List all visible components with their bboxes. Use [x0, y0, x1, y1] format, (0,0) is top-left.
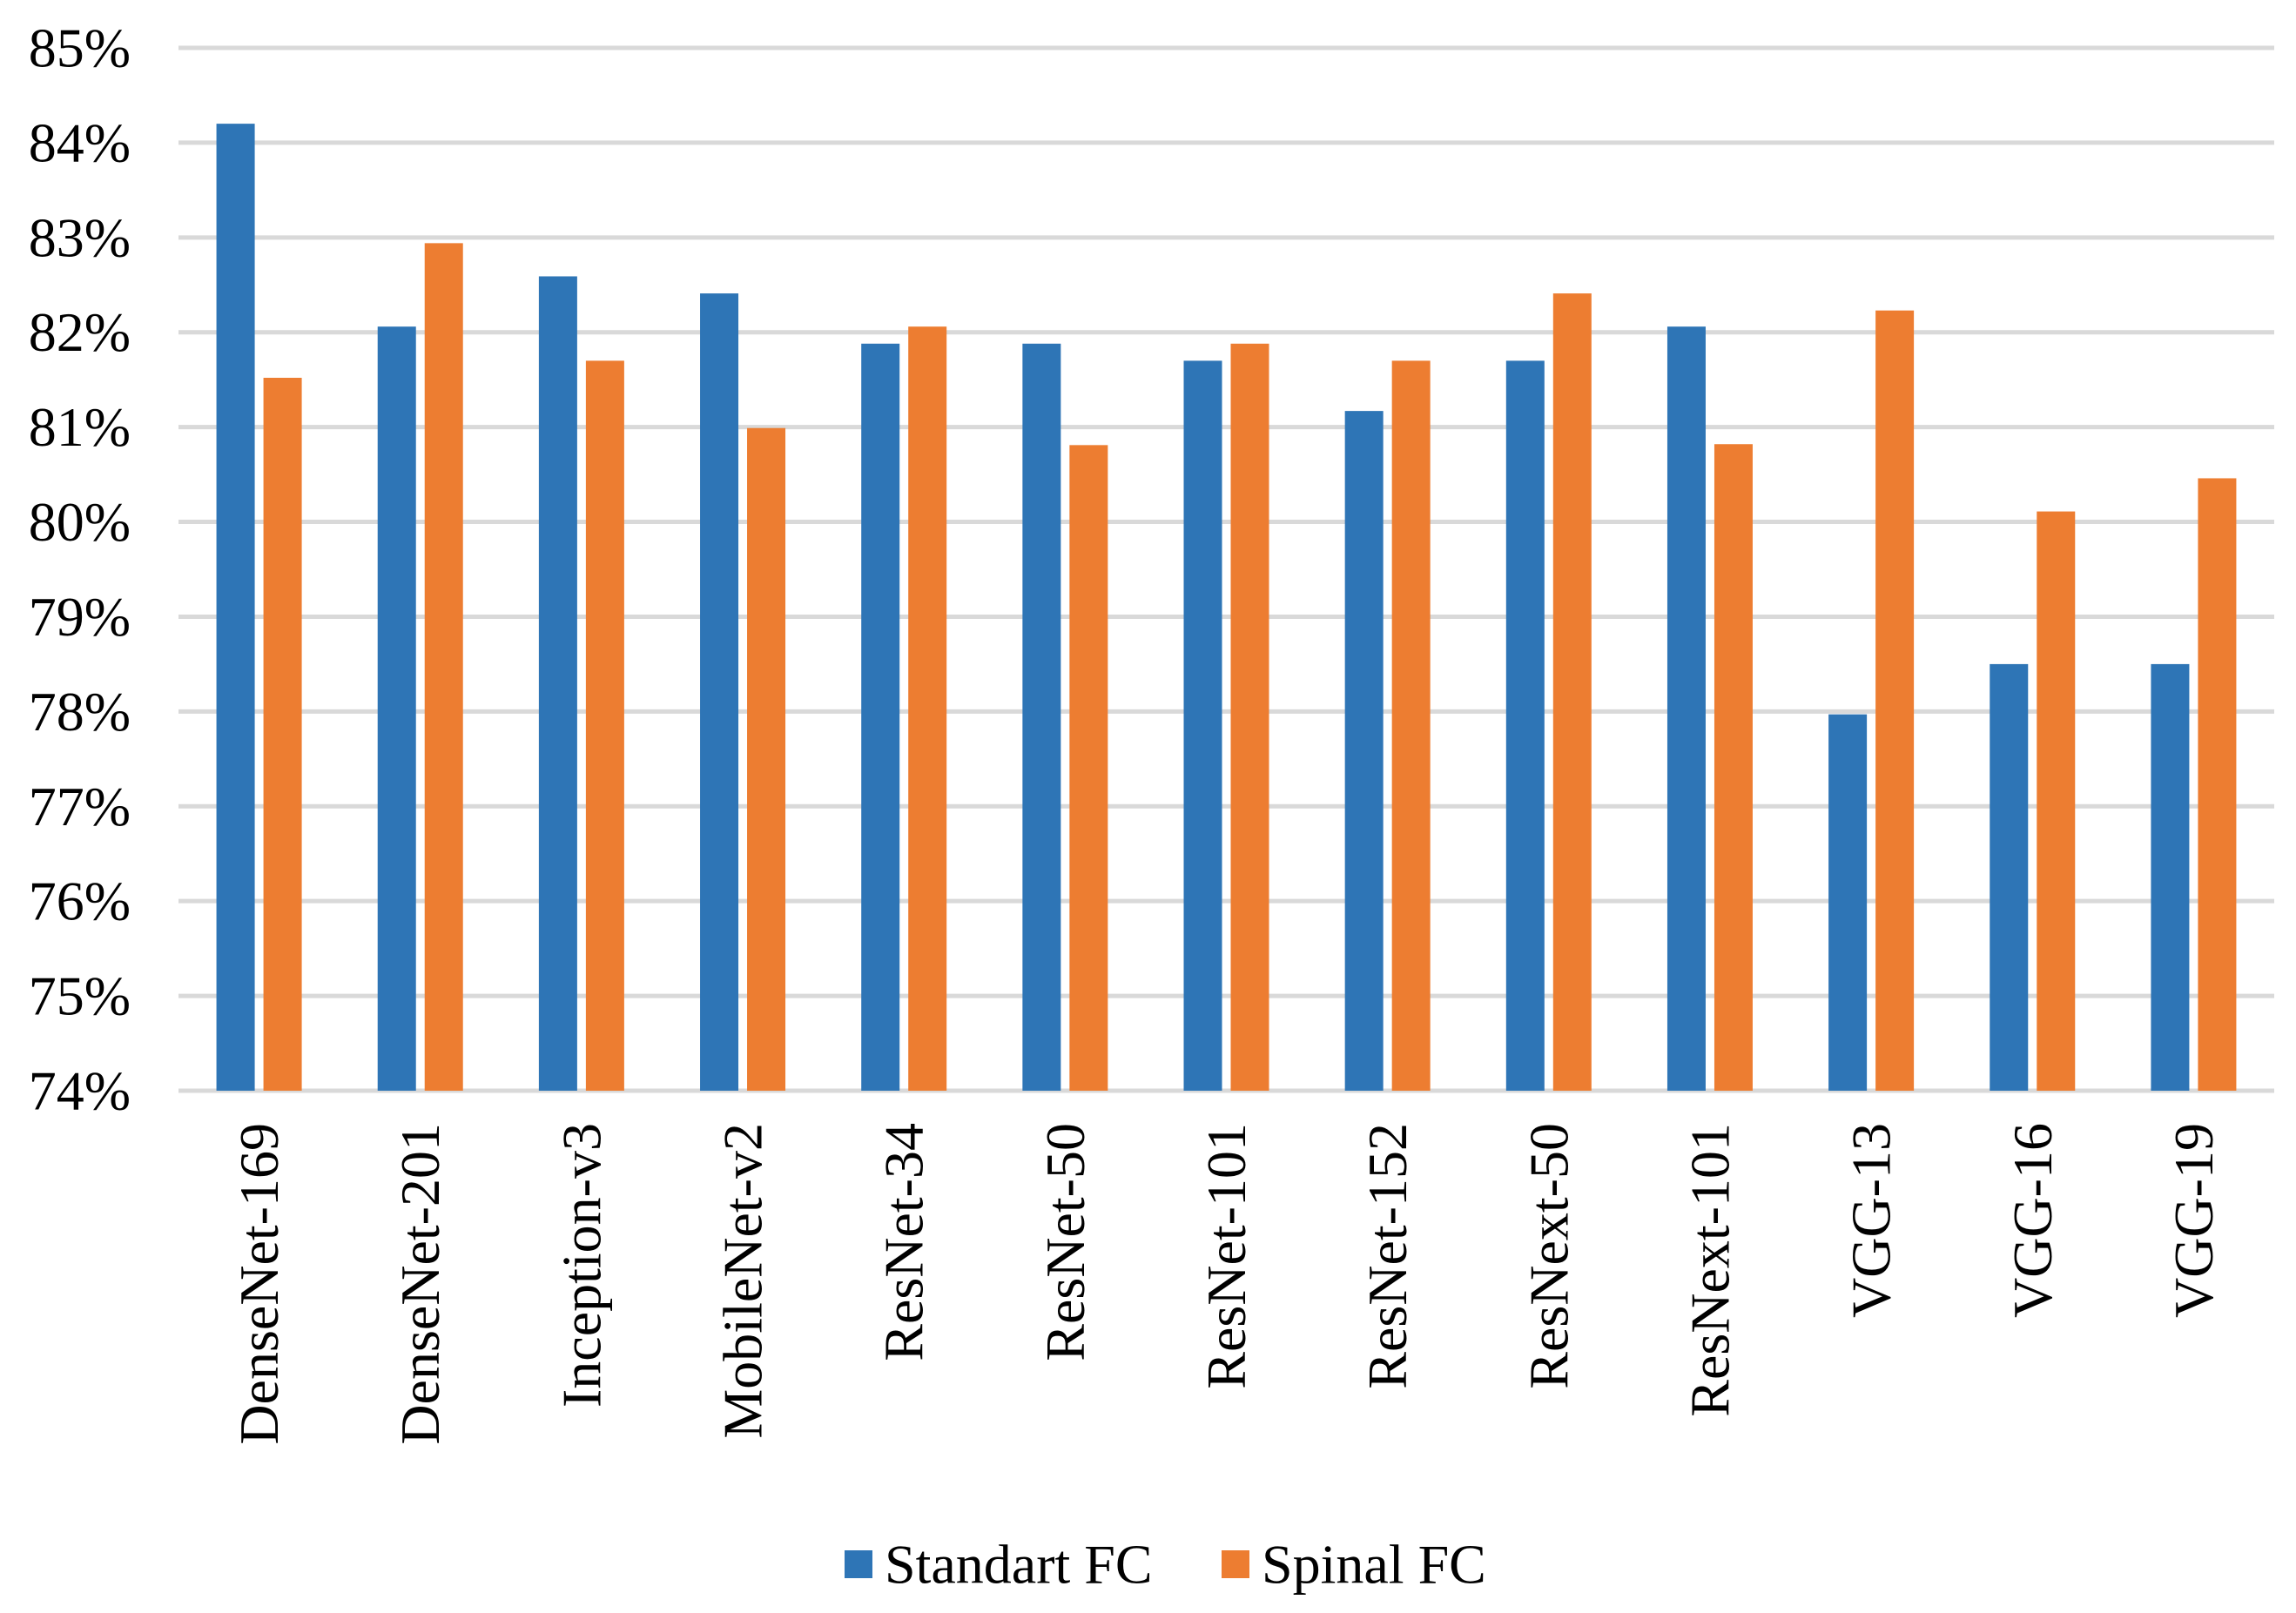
- x-tick-label-mobilenet-v2: MobileNet-v2: [712, 1123, 774, 1439]
- bar-standart-fc-resnet-34: [861, 343, 900, 1091]
- x-tick-label-resnet-34: ResNet-34: [873, 1123, 935, 1361]
- x-tick-label-vgg-16: VGG-16: [2002, 1123, 2064, 1318]
- y-axis-tick-labels: 74% 75% 76% 77% 78% 79% 80% 81% 82% 83% 84% 85%: [29, 17, 131, 1122]
- bar-standart-fc-mobilenet-v2: [700, 293, 739, 1091]
- x-tick-label-resnext-101: ResNext-101: [1679, 1123, 1741, 1417]
- x-tick-label-vgg-13: VGG-13: [1841, 1123, 1902, 1318]
- legend-label-standart-fc: Standart FC: [885, 1534, 1153, 1596]
- x-tick-label-inception-v3: Inception-v3: [550, 1123, 612, 1408]
- y-tick-label: 77%: [29, 776, 131, 837]
- y-tick-label: 76%: [29, 870, 131, 932]
- bar-standart-fc-vgg-19: [2151, 663, 2190, 1091]
- bars: [216, 124, 2237, 1091]
- bar-spinal-fc-vgg-19: [2198, 478, 2237, 1091]
- legend: Standart FC Spinal FC: [845, 1534, 1486, 1596]
- bar-standart-fc-vgg-16: [1990, 663, 2029, 1091]
- bar-spinal-fc-densenet-201: [424, 243, 463, 1091]
- bar-standart-fc-resnet-101: [1183, 360, 1222, 1091]
- bar-spinal-fc-vgg-13: [1875, 310, 1915, 1091]
- y-tick-label: 83%: [29, 206, 131, 268]
- y-tick-label: 85%: [29, 17, 131, 79]
- y-tick-label: 75%: [29, 965, 131, 1027]
- bar-spinal-fc-mobilenet-v2: [747, 427, 786, 1091]
- bar-standart-fc-resnet-50: [1022, 343, 1061, 1091]
- x-tick-label-densenet-169: DenseNet-169: [228, 1123, 290, 1445]
- y-tick-label: 81%: [29, 396, 131, 458]
- bar-standart-fc-vgg-13: [1828, 714, 1868, 1091]
- y-tick-label: 74%: [29, 1060, 131, 1122]
- bar-standart-fc-resnet-152: [1344, 411, 1384, 1091]
- bar-spinal-fc-resnet-50: [1069, 445, 1108, 1091]
- y-tick-label: 80%: [29, 491, 131, 553]
- bar-spinal-fc-densenet-169: [263, 378, 302, 1091]
- x-tick-label-resnext-50: ResNext-50: [1518, 1123, 1579, 1389]
- bar-standart-fc-resnext-50: [1505, 360, 1545, 1091]
- y-tick-label: 82%: [29, 301, 131, 363]
- bar-spinal-fc-resnet-152: [1391, 360, 1431, 1091]
- bar-spinal-fc-resnext-50: [1552, 293, 1592, 1091]
- bar-spinal-fc-inception-v3: [585, 360, 624, 1091]
- bar-spinal-fc-vgg-16: [2037, 511, 2076, 1091]
- y-tick-label: 78%: [29, 681, 131, 743]
- legend-swatch-standart-fc: [845, 1550, 872, 1578]
- bar-standart-fc-resnext-101: [1666, 326, 1706, 1091]
- bar-spinal-fc-resnet-101: [1230, 343, 1269, 1091]
- y-tick-label: 84%: [29, 111, 131, 173]
- bar-standart-fc-inception-v3: [538, 276, 577, 1091]
- x-tick-label-resnet-152: ResNet-152: [1357, 1123, 1418, 1389]
- x-tick-label-vgg-19: VGG-19: [2163, 1123, 2225, 1318]
- bar-spinal-fc-resnext-101: [1714, 444, 1753, 1091]
- bar-spinal-fc-resnet-34: [908, 326, 947, 1091]
- legend-label-spinal-fc: Spinal FC: [1262, 1534, 1486, 1596]
- x-tick-label-resnet-101: ResNet-101: [1195, 1123, 1257, 1389]
- x-axis-tick-labels: DenseNet-169 DenseNet-201 Inception-v3 Mobi…: [228, 1123, 2225, 1445]
- legend-swatch-spinal-fc: [1222, 1550, 1249, 1578]
- bar-standart-fc-densenet-169: [216, 124, 255, 1091]
- bar-standart-fc-densenet-201: [377, 326, 416, 1091]
- x-tick-label-resnet-50: ResNet-50: [1034, 1123, 1096, 1361]
- x-tick-label-densenet-201: DenseNet-201: [389, 1123, 451, 1445]
- y-tick-label: 79%: [29, 586, 131, 648]
- gridlines: [178, 45, 2274, 1093]
